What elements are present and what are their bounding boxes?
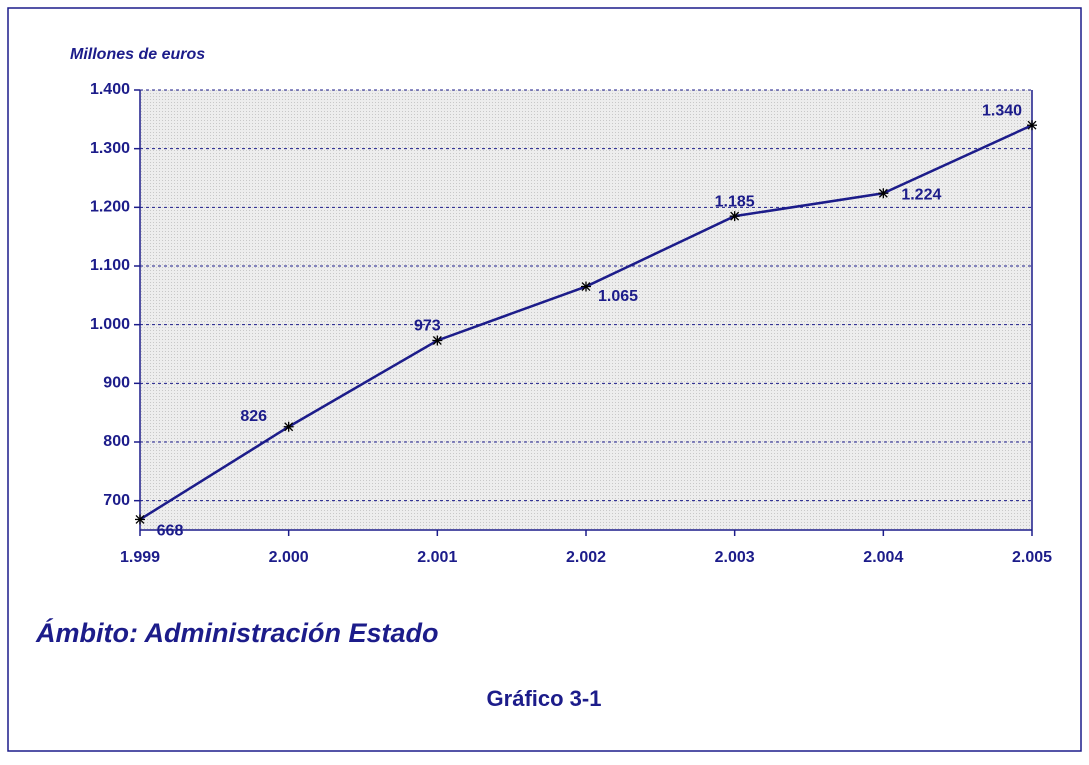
x-tick-label: 2.001 — [417, 549, 457, 566]
point-marker — [135, 514, 145, 525]
value-label: 826 — [240, 408, 267, 425]
value-label: 668 — [157, 523, 184, 540]
y-axis-label: Millones de euros — [70, 46, 205, 63]
x-tick-label: 2.002 — [566, 549, 606, 566]
point-marker — [729, 211, 740, 222]
y-tick-label: 1.000 — [90, 316, 130, 333]
scope-title: Ámbito: Administración Estado — [35, 617, 439, 648]
x-tick-label: 1.999 — [120, 549, 160, 566]
y-tick-label: 900 — [103, 375, 130, 392]
x-tick-label: 2.004 — [863, 549, 903, 566]
value-label: 1.340 — [982, 102, 1022, 119]
y-tick-label: 700 — [103, 492, 130, 509]
y-tick-label: 1.300 — [90, 140, 130, 157]
value-label: 1.224 — [901, 186, 941, 203]
y-tick-label: 1.100 — [90, 257, 130, 274]
point-marker — [1027, 120, 1037, 131]
y-tick-label: 800 — [103, 433, 130, 450]
plot-area — [140, 90, 1032, 530]
point-marker — [283, 421, 294, 432]
point-marker — [878, 188, 889, 199]
value-label: 1.065 — [598, 288, 638, 305]
value-label: 973 — [414, 318, 441, 335]
x-tick-label: 2.003 — [715, 549, 755, 566]
x-tick-label: 2.005 — [1012, 549, 1052, 566]
y-tick-label: 1.200 — [90, 199, 130, 216]
x-tick-label: 2.000 — [269, 549, 309, 566]
point-marker — [581, 281, 591, 292]
point-marker — [432, 335, 443, 346]
figure-number: Gráfico 3-1 — [487, 686, 602, 711]
value-label: 1.185 — [715, 193, 755, 210]
y-tick-label: 1.400 — [90, 81, 130, 98]
